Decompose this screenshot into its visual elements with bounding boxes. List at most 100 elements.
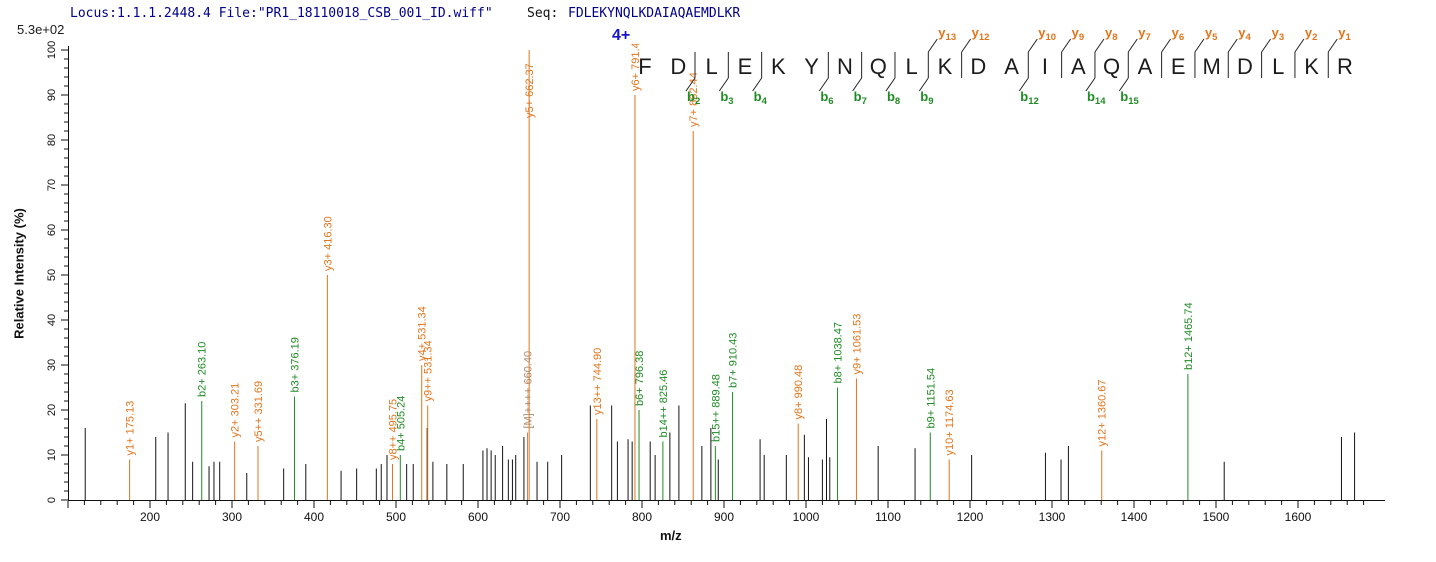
peak-label: b2+ 263.10	[197, 342, 209, 397]
sequence-residue: Y	[804, 54, 819, 79]
y10-ion-label: y10	[1038, 25, 1056, 43]
sequence-residue: A	[1004, 54, 1019, 79]
peak-label: y3+ 416.30	[322, 216, 334, 271]
b15-ion-label: b15	[1120, 89, 1139, 107]
y13-ion-label: y13	[938, 25, 956, 43]
b2-ion-label: b2	[687, 89, 700, 107]
y3-ion-label: y3	[1272, 25, 1285, 43]
peak-label: y9+ 1061.53	[851, 314, 863, 375]
sequence-value: FDLEKYNQLKDAIAQAEMDLKR	[568, 6, 741, 21]
peak-label: y8++ 495.75	[388, 399, 400, 460]
x-tick-label: 1000	[793, 510, 820, 524]
peak-label: b6+ 796.38	[634, 351, 646, 406]
y-tick-label: 40	[46, 314, 58, 326]
b8-ion-label: b8	[887, 89, 900, 107]
peak-label: y2+ 303.21	[230, 383, 242, 438]
y2-ion-label: y2	[1305, 25, 1318, 43]
y5-ion-label: y5	[1205, 25, 1218, 43]
y6-ion-label: y6	[1172, 25, 1185, 43]
y8-ion-label: y8	[1105, 25, 1118, 43]
y-tick-label: 10	[46, 449, 58, 461]
y-tick-label: 80	[46, 134, 58, 146]
x-tick-label: 500	[386, 510, 406, 524]
sequence-residue: I	[1042, 54, 1048, 79]
y-tick-label: 60	[46, 224, 58, 236]
y-tick-label: 90	[46, 89, 58, 101]
sequence-residue: L	[906, 54, 918, 79]
sequence-residue: L	[706, 54, 718, 79]
peak-label: y7+ 862.44	[688, 72, 700, 127]
x-tick-label: 1200	[957, 510, 984, 524]
sequence-residue: N	[837, 54, 853, 79]
y-tick-label: 0	[46, 497, 58, 503]
b6-ion-label: b6	[820, 89, 833, 107]
peak-label: b4+ 505.24	[395, 396, 407, 451]
peak-label: y12+ 1360.67	[1097, 380, 1109, 447]
x-tick-label: 1600	[1285, 510, 1312, 524]
x-tick-label: 300	[222, 510, 242, 524]
sequence-residue: A	[1138, 54, 1153, 79]
y-tick-label: 70	[46, 179, 58, 191]
y-tick-label: 100	[46, 41, 58, 59]
precursor-charge-label: 4+	[612, 27, 631, 44]
y4-ion-label: y4	[1238, 25, 1251, 43]
x-tick-label: 1400	[1121, 510, 1148, 524]
b7-ion-label: b7	[854, 89, 867, 107]
sequence-residue: D	[670, 54, 686, 79]
peak-label: y4+ 531.34	[417, 306, 429, 361]
b4-ion-label: b4	[754, 89, 768, 107]
sequence-residue: Q	[870, 54, 887, 79]
sequence-residue: D	[1237, 54, 1253, 79]
x-tick-label: 900	[714, 510, 734, 524]
sequence-residue: D	[970, 54, 986, 79]
b3-ion-label: b3	[720, 89, 733, 107]
peak-label: y13++ 744.90	[592, 348, 604, 415]
peak-label: y10+ 1174.63	[944, 389, 956, 455]
sequence-residue: F	[638, 54, 651, 79]
x-tick-label: 1300	[1039, 510, 1066, 524]
b12-ion-label: b12	[1020, 89, 1039, 107]
y9-ion-label: y9	[1072, 25, 1085, 43]
peak-label: [M]++++ 660.40	[523, 351, 535, 429]
sequence-residue: K	[1304, 54, 1319, 79]
peak-label: y1+ 175.13	[125, 401, 137, 456]
x-tick-label: 700	[550, 510, 570, 524]
sequence-residue: K	[771, 54, 786, 79]
peak-label: b9+ 1151.54	[925, 368, 937, 429]
peak-label: b3+ 376.19	[289, 337, 301, 392]
x-tick-label: 800	[632, 510, 652, 524]
peak-label: b15++ 889.48	[710, 374, 722, 442]
y-tick-label: 30	[46, 359, 58, 371]
axes: 200 300 400 500 600 700 800 900 1000 1100 1200 1300…	[46, 41, 1385, 524]
peak-label: y9++ 531.34	[423, 340, 435, 401]
y7-ion-label: y7	[1138, 25, 1151, 43]
y12-ion-label: y12	[972, 25, 990, 43]
sequence-residue: E	[738, 54, 753, 79]
peak-label: b12+ 1465.74	[1183, 302, 1195, 370]
sequence-residue: A	[1071, 54, 1086, 79]
x-tick-label: 600	[468, 510, 488, 524]
y-tick-label: 20	[46, 404, 58, 416]
b14-ion-label: b14	[1087, 89, 1106, 107]
peak-label: y5+ 662.37	[524, 63, 536, 118]
intensity-scale-label: 5.3e+02	[17, 22, 65, 37]
peak-label: y6+ 791.41	[630, 36, 642, 91]
peak-labels: y1+ 175.13 b2+ 263.10 y2+ 303.21 y5++ 331.6…	[125, 36, 1195, 460]
x-tick-label: 200	[140, 510, 160, 524]
sequence-residue: R	[1337, 54, 1353, 79]
peaks	[84, 50, 1356, 500]
peak-label: b14++ 825.46	[658, 370, 670, 438]
peak-label: b7+ 910.43	[728, 333, 740, 388]
x-tick-label: 1500	[1203, 510, 1230, 524]
peak-label: b8+ 1038.47	[833, 322, 845, 383]
sequence-residue: E	[1171, 54, 1186, 79]
y-tick-label: 50	[46, 269, 58, 281]
sequence-residue: M	[1202, 54, 1220, 79]
sequence-residue: K	[938, 54, 953, 79]
x-axis-title: m/z	[660, 528, 682, 543]
peak-label: y8+ 990.48	[793, 365, 805, 420]
seq-label: Seq:	[527, 6, 559, 21]
